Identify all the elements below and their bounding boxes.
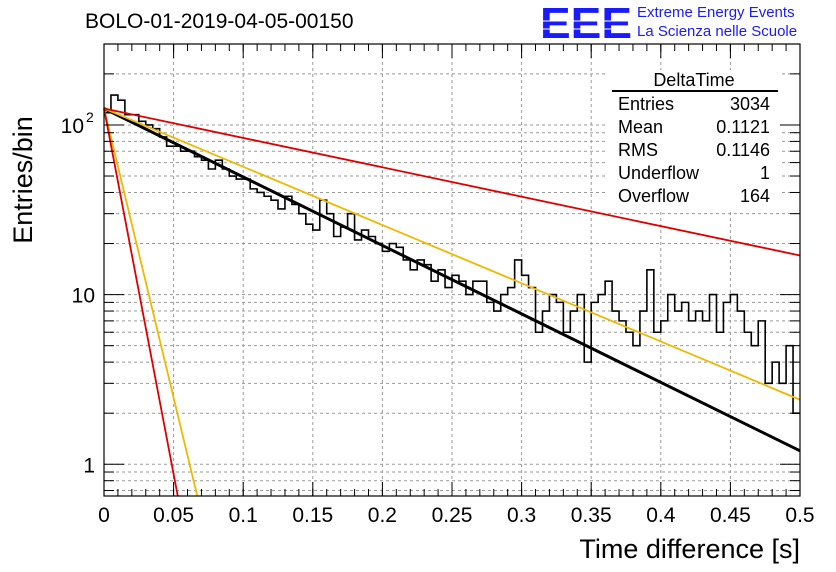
stats-value: 0.1121 (716, 117, 770, 137)
stats-label: Underflow (618, 163, 700, 183)
svg-text:EEE: EEE (540, 2, 632, 42)
x-tick-label: 0.1 (229, 504, 258, 527)
x-axis-label: Time difference [s] (579, 534, 800, 564)
x-tick-label: 0.05 (153, 504, 194, 527)
fit-line-5 (103, 108, 179, 497)
x-tick-label: 0.25 (432, 504, 473, 527)
stats-value: 164 (740, 186, 770, 206)
stats-value: 1 (760, 163, 770, 183)
eee-logo-text: Extreme Energy Events La Scienza nelle S… (637, 3, 797, 41)
fit-line-2 (103, 107, 801, 401)
fit-line-4 (103, 108, 199, 497)
fit-line-3 (103, 107, 801, 257)
y-tick-label: 10 (72, 285, 95, 308)
fit-lines (103, 107, 801, 497)
eee-logo-icon: EEE (540, 2, 632, 42)
fit-line-1 (103, 107, 801, 453)
logo-line-1: Extreme Energy Events (637, 4, 795, 21)
y-tick-label: 10 (61, 115, 84, 138)
x-tick-label: 0.35 (571, 504, 612, 527)
x-tick-label: 0.15 (292, 504, 333, 527)
chart-title: BOLO-01-2019-04-05-00150 (85, 10, 354, 33)
stats-label: Entries (618, 94, 674, 114)
stats-box-title: DeltaTime (653, 70, 734, 90)
y-tick-exponent: 2 (86, 109, 94, 125)
x-tick-label: 0.2 (368, 504, 397, 527)
x-tick-label: 0.45 (710, 504, 751, 527)
stats-label: Mean (618, 117, 663, 137)
x-tick-label: 0.5 (785, 504, 814, 527)
x-tick-label: 0.3 (507, 504, 536, 527)
x-tick-label: 0.4 (646, 504, 676, 527)
y-tick-label: 1 (83, 454, 95, 477)
logo-line-2: La Scienza nelle Scuole (637, 23, 798, 40)
stats-value: 3034 (730, 94, 770, 114)
x-tick-label: 0 (98, 504, 110, 527)
axis-ticks (103, 43, 801, 496)
stats-box: DeltaTime Entries 3034 Mean 0.1121 RMS 0.1146… (608, 70, 780, 210)
stats-value: 0.1146 (716, 140, 770, 160)
axis-tick-labels: 0 0.05 0.1 0.15 0.2 0.25 0.3 0.35 0.4 0.45 0.5 1 10 1… (61, 109, 815, 527)
stats-label: Overflow (618, 186, 690, 206)
y-axis-label: Entries/bin (8, 116, 38, 244)
stats-label: RMS (618, 140, 658, 160)
